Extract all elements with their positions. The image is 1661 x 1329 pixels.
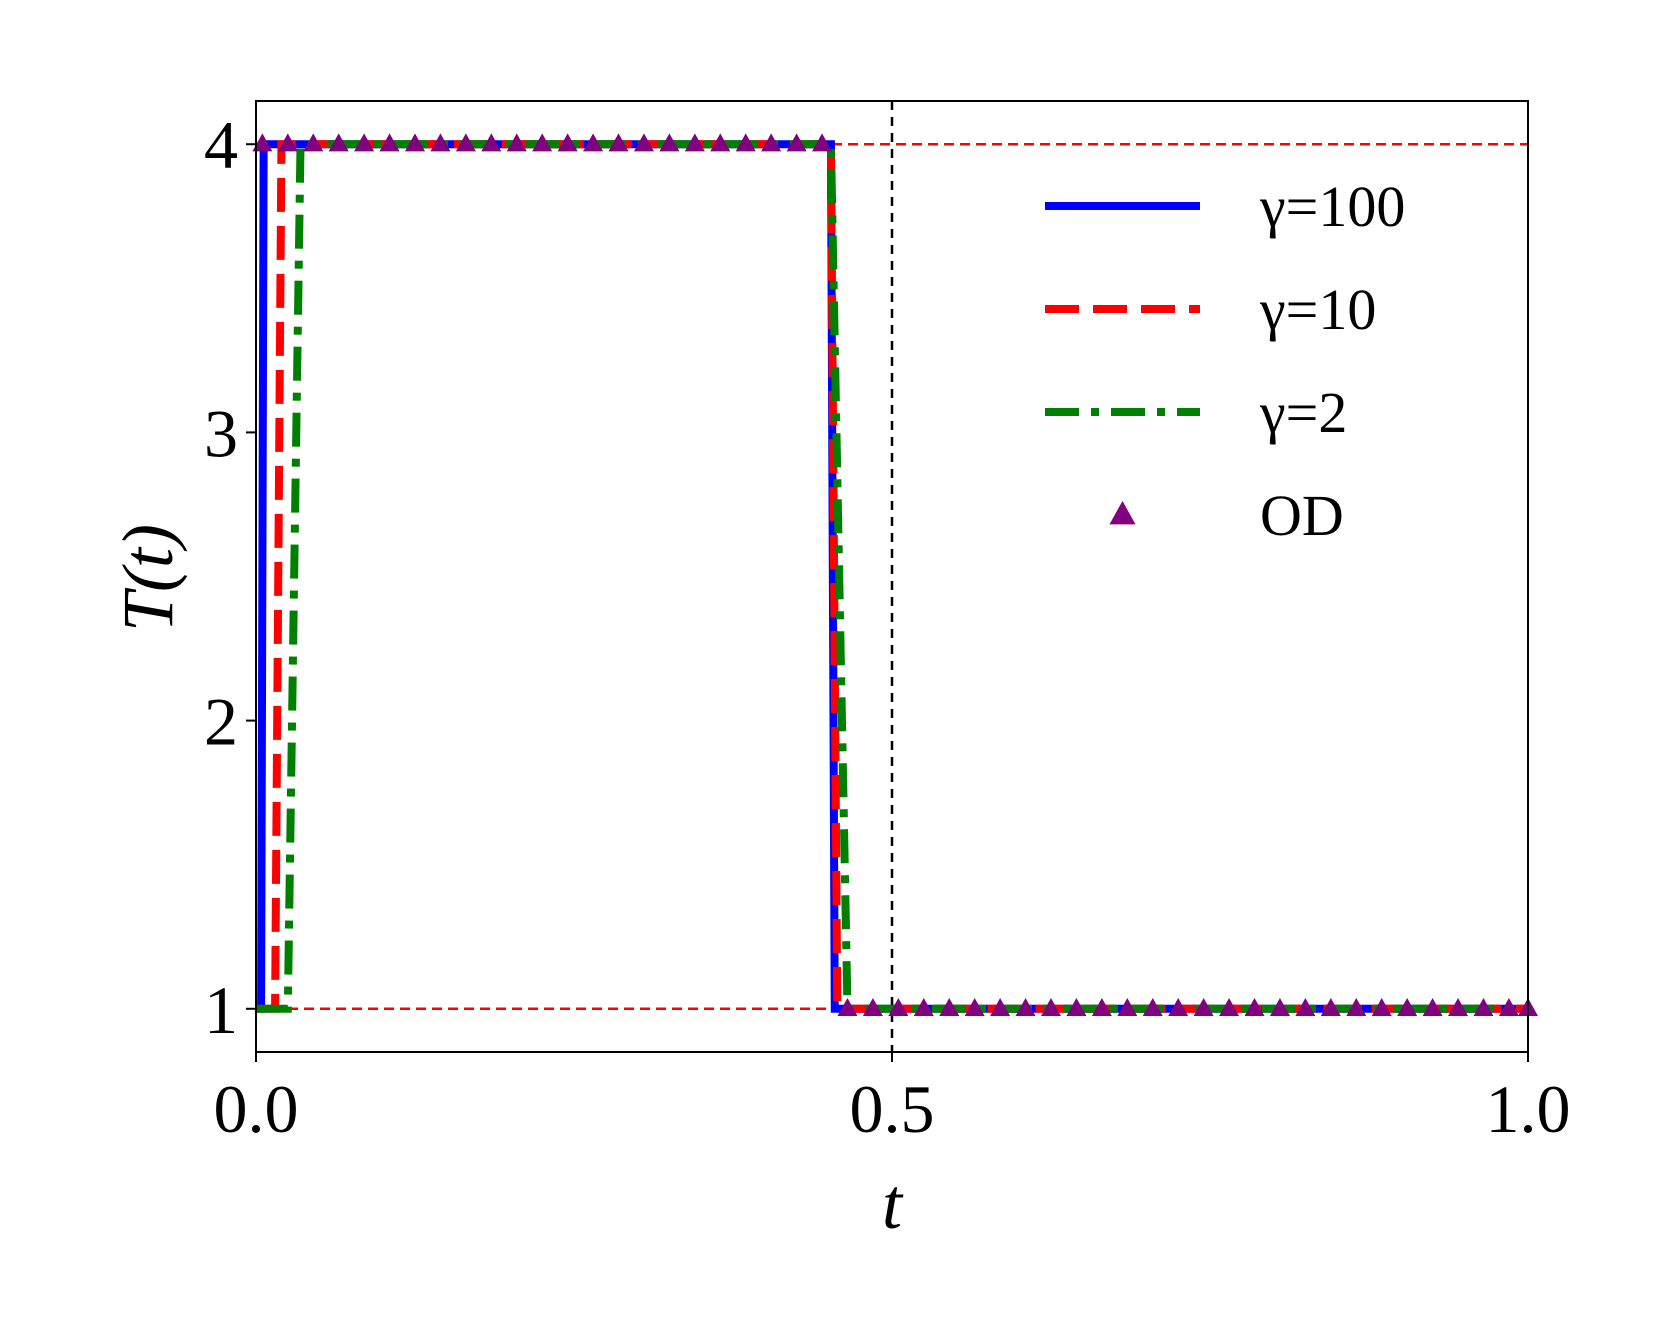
y-tick-label: 4	[204, 107, 238, 183]
od-marker	[608, 133, 629, 152]
od-marker	[481, 133, 502, 152]
od-marker	[1219, 997, 1240, 1016]
y-axis-label: T(t)	[108, 524, 188, 632]
od-marker	[761, 133, 782, 152]
od-marker	[964, 997, 985, 1016]
x-tick-label: 0.0	[214, 1071, 299, 1147]
od-marker	[303, 133, 324, 152]
od-marker	[1422, 997, 1443, 1016]
legend: γ=100 γ=10 γ=2 OD	[1045, 174, 1405, 548]
od-marker	[379, 133, 400, 152]
od-marker	[430, 133, 451, 152]
y-tick-label: 1	[204, 972, 238, 1048]
od-marker	[405, 133, 425, 152]
od-marker	[1498, 997, 1519, 1016]
od-marker	[1244, 997, 1265, 1016]
legend-entry: γ=2	[1045, 380, 1347, 445]
od-marker	[659, 133, 680, 152]
od-marker	[913, 997, 934, 1016]
od-marker	[1295, 997, 1316, 1016]
od-marker	[1142, 997, 1163, 1016]
od-marker	[862, 997, 883, 1016]
legend-label: γ=100	[1259, 174, 1405, 239]
y-axis-ticks: 1 2 3 4	[204, 107, 256, 1048]
od-marker	[1320, 997, 1341, 1016]
od-marker	[252, 133, 273, 152]
x-tick-label: 0.5	[850, 1071, 935, 1147]
od-marker	[1091, 997, 1112, 1016]
od-marker	[328, 133, 349, 152]
od-marker	[1397, 997, 1418, 1016]
legend-entry: γ=100	[1045, 174, 1405, 239]
od-marker	[939, 997, 960, 1016]
legend-entry: γ=10	[1045, 277, 1376, 342]
od-marker	[1015, 997, 1036, 1016]
od-marker	[633, 133, 654, 152]
od-marker	[1168, 997, 1189, 1016]
od-marker	[1041, 997, 1061, 1016]
y-tick-label: 3	[204, 395, 238, 471]
od-marker	[583, 133, 604, 152]
od-marker	[1371, 997, 1392, 1016]
y-tick-label: 2	[204, 684, 238, 760]
od-marker	[990, 997, 1011, 1016]
od-marker	[354, 133, 375, 152]
od-marker	[1193, 997, 1214, 1016]
od-marker	[532, 133, 553, 152]
x-axis-ticks: 0.0 0.5 1.0	[214, 1052, 1571, 1147]
legend-label: γ=2	[1259, 380, 1347, 445]
od-marker	[1346, 997, 1367, 1016]
legend-label: OD	[1260, 483, 1344, 548]
od-marker	[1473, 997, 1494, 1016]
od-marker	[557, 133, 578, 152]
od-marker	[786, 133, 807, 152]
od-marker	[277, 133, 298, 152]
od-marker	[1066, 997, 1087, 1016]
legend-label: γ=10	[1259, 277, 1376, 342]
od-marker	[455, 133, 476, 152]
od-marker	[735, 133, 756, 152]
od-marker	[1269, 997, 1290, 1016]
x-tick-label: 1.0	[1486, 1071, 1571, 1147]
od-marker	[506, 133, 527, 152]
od-marker	[684, 133, 705, 152]
od-marker	[812, 133, 833, 152]
od-marker	[710, 133, 731, 152]
od-marker	[1448, 997, 1469, 1016]
od-marker	[1117, 997, 1138, 1016]
x-axis-label: t	[882, 1164, 904, 1244]
od-marker	[837, 997, 858, 1016]
od-markers	[252, 133, 1538, 1016]
od-marker	[888, 997, 909, 1016]
legend-entry: OD	[1109, 483, 1344, 548]
series-line-2	[256, 140, 1528, 1013]
legend-marker	[1109, 500, 1136, 525]
